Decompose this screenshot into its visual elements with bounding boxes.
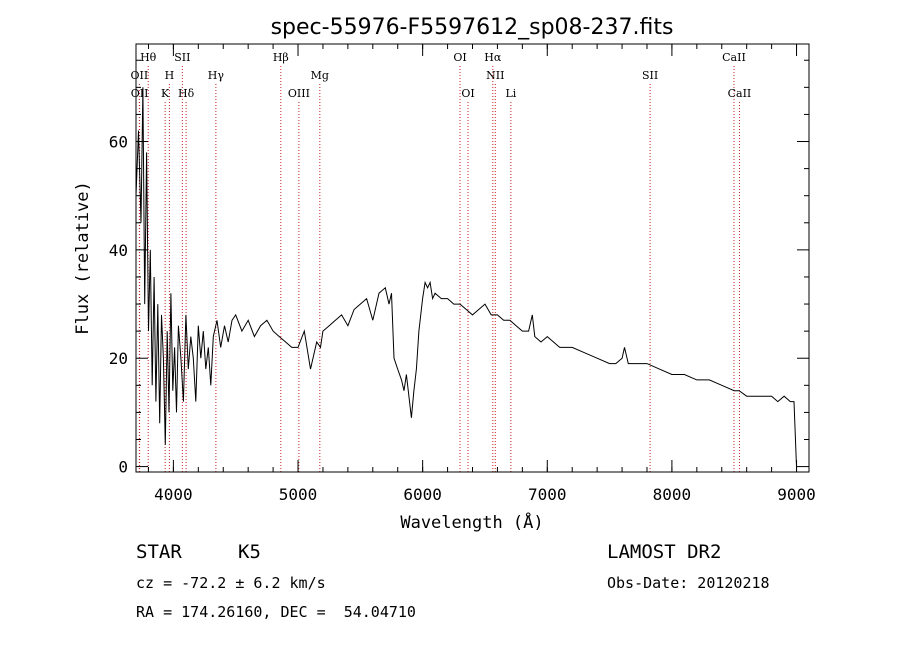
line-label-14: NII bbox=[486, 69, 504, 82]
line-label-9: OIII bbox=[288, 87, 310, 100]
chart-title: spec-55976-F5597612_sp08-237.fits bbox=[271, 15, 674, 40]
observation-date: Obs-Date: 20120218 bbox=[607, 574, 770, 592]
y-axis: 0 20 40 60 bbox=[109, 59, 809, 477]
x-axis-label: Wavelength (Å) bbox=[400, 511, 543, 533]
line-label-15: Li bbox=[505, 87, 516, 100]
spectrum-series-line bbox=[135, 87, 797, 467]
coordinates: RA = 174.26160, DEC = 54.04710 bbox=[136, 603, 416, 621]
line-label-0: OII bbox=[131, 69, 149, 82]
line-label-17: CaII bbox=[722, 51, 746, 64]
line-label-6: Hδ bbox=[178, 87, 195, 100]
x-axis: 4000 5000 6000 7000 8000 9000 bbox=[147, 44, 816, 504]
x-tick-label-1: 5000 bbox=[279, 485, 318, 504]
y-tick-label-3: 60 bbox=[109, 133, 128, 152]
y-tick-label-2: 40 bbox=[109, 241, 128, 260]
x-tick-label-3: 7000 bbox=[528, 485, 567, 504]
line-label-18: CaII bbox=[728, 87, 752, 100]
object-subclass: K5 bbox=[238, 541, 261, 563]
line-label-10: Mg bbox=[311, 69, 329, 82]
spectral-line-markers bbox=[138, 66, 740, 472]
x-tick-label-5: 9000 bbox=[777, 485, 816, 504]
survey-name: LAMOST DR2 bbox=[607, 541, 722, 563]
x-tick-label-4: 8000 bbox=[653, 485, 692, 504]
line-label-12: OI bbox=[461, 87, 474, 100]
x-tick-label-0: 4000 bbox=[154, 485, 193, 504]
line-label-13: Hα bbox=[484, 51, 502, 64]
y-axis-label: Flux (relative) bbox=[73, 181, 93, 335]
plot-frame bbox=[135, 43, 810, 473]
line-label-4: H bbox=[165, 69, 175, 82]
line-label-2: Hθ bbox=[140, 51, 157, 64]
line-label-7: Hγ bbox=[208, 69, 225, 82]
line-label-1: OII bbox=[131, 87, 149, 100]
line-label-3: K bbox=[161, 87, 170, 100]
y-tick-label-0: 0 bbox=[118, 458, 128, 477]
line-label-8: Hβ bbox=[273, 51, 289, 64]
object-class: STAR bbox=[136, 541, 182, 563]
redshift-value: cz = -72.2 ± 6.2 km/s bbox=[136, 574, 326, 592]
line-label-11: OI bbox=[453, 51, 466, 64]
x-tick-label-2: 6000 bbox=[403, 485, 442, 504]
line-label-16: SII bbox=[642, 69, 658, 82]
y-tick-label-1: 20 bbox=[109, 349, 128, 368]
line-label-5: SII bbox=[174, 51, 190, 64]
